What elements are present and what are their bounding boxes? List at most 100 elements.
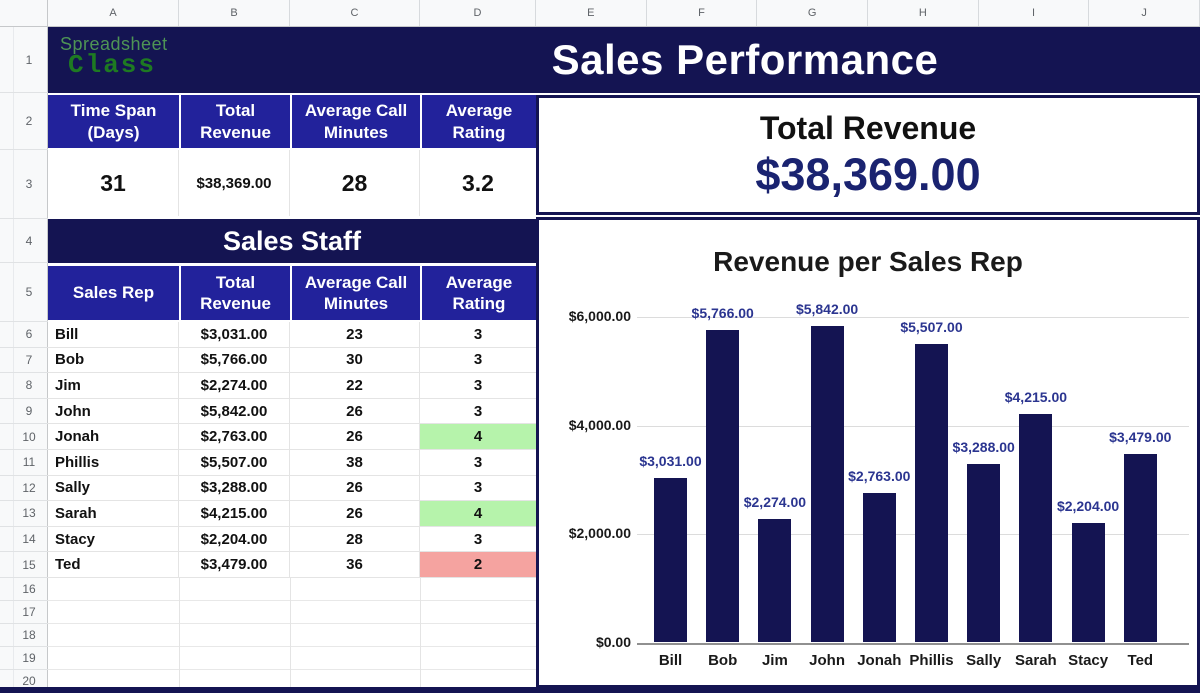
staff-cell-stacy-revenue[interactable]: $2,204.00 [179, 526, 290, 552]
column-header-j[interactable]: J [1089, 0, 1200, 26]
chart-ytick-6000: $6,000.00 [568, 308, 631, 324]
row-number-11[interactable]: 11 [0, 450, 48, 476]
column-header-d[interactable]: D [420, 0, 536, 26]
row-number-19[interactable]: 19 [0, 647, 48, 670]
column-header-b[interactable]: B [179, 0, 290, 26]
column-header-a[interactable]: A [48, 0, 179, 26]
staff-cell-john-rating[interactable]: 3 [473, 402, 483, 420]
row-number-18[interactable]: 18 [0, 624, 48, 647]
staff-header-rep[interactable]: Sales Rep [48, 266, 179, 320]
row-number-2[interactable]: 2 [0, 93, 48, 150]
staff-cell-stacy-name[interactable]: Stacy [48, 526, 179, 552]
staff-cell-jim-rating[interactable]: 3 [473, 376, 483, 394]
staff-cell-sarah-rating[interactable]: 4 [420, 501, 536, 526]
column-header-g[interactable]: G [757, 0, 868, 26]
row-number-5[interactable]: 5 [0, 263, 48, 322]
summary-header-row: Time Span (Days) Total Revenue Average C… [48, 95, 536, 148]
row-number-4[interactable]: 4 [0, 219, 48, 263]
row-number-13[interactable]: 13 [0, 501, 48, 527]
staff-cell-sally-revenue[interactable]: $3,288.00 [179, 475, 290, 501]
staff-cell-sally-rating[interactable]: 3 [473, 479, 483, 497]
logo: Spreadsheet Class [60, 35, 168, 79]
staff-row-jim: Jim $2,274.00 22 3 [48, 373, 536, 399]
summary-header-revenue[interactable]: Total Revenue [179, 95, 290, 148]
summary-header-minutes[interactable]: Average Call Minutes [290, 95, 420, 148]
staff-cell-sarah-revenue[interactable]: $4,215.00 [179, 501, 290, 526]
summary-header-rating[interactable]: Average Rating [420, 95, 536, 148]
staff-cell-sally-name[interactable]: Sally [48, 475, 179, 501]
chart-bar-ted [1123, 453, 1157, 643]
staff-cell-ted-rating[interactable]: 2 [420, 552, 536, 577]
summary-value-revenue[interactable]: $38,369.00 [179, 150, 290, 216]
chart-xlabel-john: John [809, 651, 846, 669]
staff-cell-stacy-rating[interactable]: 3 [473, 530, 483, 548]
summary-value-rating[interactable]: 3.2 [462, 169, 494, 196]
staff-cell-sarah-name[interactable]: Sarah [48, 501, 179, 526]
staff-cell-jonah-minutes[interactable]: 26 [290, 424, 420, 449]
row-number-8[interactable]: 8 [0, 373, 48, 399]
row-number-17[interactable]: 17 [0, 601, 48, 624]
column-header-c[interactable]: C [290, 0, 420, 26]
column-header-e[interactable]: E [536, 0, 647, 26]
staff-header-minutes[interactable]: Average Call Minutes [290, 266, 420, 320]
staff-cell-phillis-minutes[interactable]: 38 [290, 449, 420, 475]
staff-cell-john-name[interactable]: John [48, 398, 179, 424]
staff-cell-ted-revenue[interactable]: $3,479.00 [179, 552, 290, 577]
staff-cell-bill-rating[interactable]: 3 [473, 325, 483, 343]
row-number-3[interactable]: 3 [0, 150, 48, 219]
staff-cell-bill-minutes[interactable]: 23 [290, 322, 420, 347]
staff-cell-jonah-name[interactable]: Jonah [48, 424, 179, 449]
column-header-h[interactable]: H [868, 0, 979, 26]
chart-xlabel-phillis: Phillis [909, 651, 954, 669]
row-number-12[interactable]: 12 [0, 476, 48, 502]
staff-cell-phillis-name[interactable]: Phillis [48, 449, 179, 475]
staff-cell-john-minutes[interactable]: 26 [290, 398, 420, 424]
staff-cell-jonah-revenue[interactable]: $2,763.00 [179, 424, 290, 449]
staff-cell-jim-name[interactable]: Jim [48, 373, 179, 398]
staff-cell-ted-minutes[interactable]: 36 [290, 552, 420, 577]
empty-grid-area[interactable] [48, 578, 536, 687]
staff-cell-sally-minutes[interactable]: 26 [290, 475, 420, 501]
staff-cell-phillis-revenue[interactable]: $5,507.00 [179, 449, 290, 475]
chart-bar-bob [706, 329, 740, 643]
staff-section-title[interactable]: Sales Staff [48, 219, 536, 263]
staff-header-rating[interactable]: Average Rating [420, 266, 536, 320]
staff-cell-sarah-minutes[interactable]: 26 [290, 501, 420, 526]
chart-bar-jonah [862, 492, 896, 643]
chart-value-label-bill: $3,031.00 [639, 453, 702, 470]
staff-cell-ted-name[interactable]: Ted [48, 552, 179, 577]
logo-line1: Spreadsheet [60, 34, 168, 54]
staff-cell-bob-revenue[interactable]: $5,766.00 [179, 347, 290, 373]
row-number-15[interactable]: 15 [0, 552, 48, 578]
staff-cell-bill-revenue[interactable]: $3,031.00 [179, 322, 290, 347]
column-header-i[interactable]: I [979, 0, 1090, 26]
staff-cell-jonah-rating[interactable]: 4 [420, 424, 536, 449]
row-number-14[interactable]: 14 [0, 527, 48, 553]
title-banner[interactable]: Spreadsheet Class Sales Performance [48, 27, 1200, 93]
row-number-6[interactable]: 6 [0, 322, 48, 348]
select-all-corner[interactable] [0, 0, 48, 27]
summary-value-timespan[interactable]: 31 [48, 150, 179, 216]
row-number-9[interactable]: 9 [0, 399, 48, 425]
summary-header-timespan[interactable]: Time Span (Days) [48, 95, 179, 148]
total-revenue-value: $38,369.00 [755, 148, 981, 200]
staff-cell-jim-revenue[interactable]: $2,274.00 [179, 373, 290, 398]
row-number-7[interactable]: 7 [0, 348, 48, 374]
revenue-bar-chart[interactable]: Revenue per Sales Rep $6,000.00 $4,000.00… [536, 217, 1200, 688]
row-number-10[interactable]: 10 [0, 424, 48, 450]
total-revenue-panel[interactable]: Total Revenue $38,369.00 [536, 95, 1200, 215]
staff-cell-bob-name[interactable]: Bob [48, 347, 179, 373]
row-number-16[interactable]: 16 [0, 578, 48, 601]
gridline-col-a [179, 578, 180, 687]
row-number-1[interactable]: 1 [0, 27, 48, 93]
summary-value-minutes[interactable]: 28 [290, 150, 420, 216]
staff-cell-jim-minutes[interactable]: 22 [290, 373, 420, 398]
staff-cell-john-revenue[interactable]: $5,842.00 [179, 398, 290, 424]
staff-cell-bob-minutes[interactable]: 30 [290, 347, 420, 373]
staff-cell-phillis-rating[interactable]: 3 [473, 453, 483, 471]
staff-cell-bill-name[interactable]: Bill [48, 322, 179, 347]
staff-header-revenue[interactable]: Total Revenue [179, 266, 290, 320]
column-header-f[interactable]: F [647, 0, 758, 26]
staff-cell-bob-rating[interactable]: 3 [473, 351, 483, 369]
staff-cell-stacy-minutes[interactable]: 28 [290, 526, 420, 552]
